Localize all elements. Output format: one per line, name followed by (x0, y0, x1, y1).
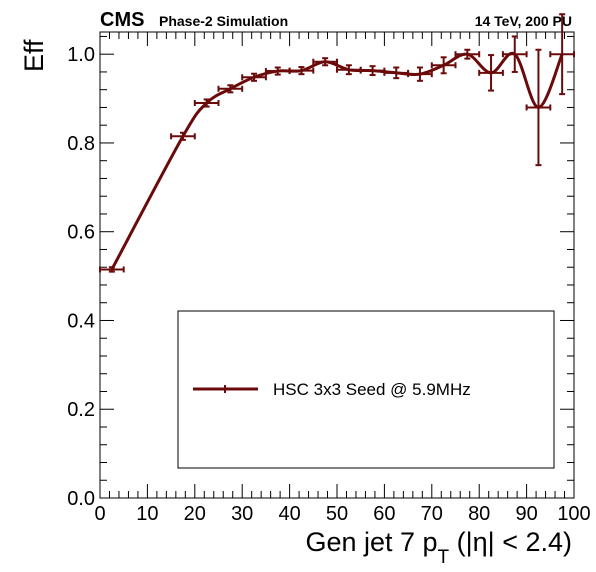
x-tick-label: 70 (421, 503, 443, 525)
experiment-label: CMS (100, 9, 144, 31)
x-tick-label: 30 (231, 503, 253, 525)
data-point (171, 133, 195, 140)
legend-entry-label: HSC 3x3 Seed @ 5.9MHz (273, 380, 471, 399)
y-tick-label: 0.0 (67, 488, 95, 510)
conditions-label: 14 TeV, 200 PU (475, 13, 572, 29)
x-tick-label: 100 (557, 503, 590, 525)
y-tick-labels: 0.0 0.2 0.4 0.6 0.8 1.0 (67, 44, 95, 510)
x-tick-label: 50 (326, 503, 348, 525)
data-point (527, 50, 551, 165)
legend: HSC 3x3 Seed @ 5.9MHz (178, 311, 554, 468)
data-point (361, 66, 385, 75)
data-point (195, 99, 219, 106)
status-label: Phase-2 Simulation (159, 13, 288, 29)
x-tick-label: 60 (373, 503, 395, 525)
x-axis-title-subscript: T (438, 547, 450, 568)
x-tick-label: 40 (278, 503, 300, 525)
y-tick-label: 0.6 (67, 222, 95, 244)
x-tick-label: 10 (136, 503, 158, 525)
y-tick-label: 0.4 (67, 310, 95, 332)
data-point (503, 36, 527, 72)
x-axis-title-main: Gen jet 7 p (305, 527, 437, 557)
y-tick-label: 0.8 (67, 133, 95, 155)
x-tick-label: 20 (184, 503, 206, 525)
x-tick-labels: 0 10 20 30 40 50 60 70 80 90 100 (94, 503, 590, 525)
data-point (408, 68, 432, 81)
data-point (384, 68, 408, 79)
x-axis-title-suffix: (|η| < 2.4) (449, 527, 572, 557)
x-tick-label: 80 (468, 503, 490, 525)
data-point (479, 55, 503, 91)
x-axis-title: Gen jet 7 pT (|η| < 2.4) (305, 527, 572, 568)
x-tick-label: 90 (515, 503, 537, 525)
series-points (100, 14, 574, 272)
series-line (112, 53, 562, 269)
y-tick-label: 0.2 (67, 399, 95, 421)
y-tick-label: 1.0 (67, 44, 95, 66)
x-tick-label: 0 (94, 503, 105, 525)
y-axis-title: Eff (19, 39, 49, 72)
